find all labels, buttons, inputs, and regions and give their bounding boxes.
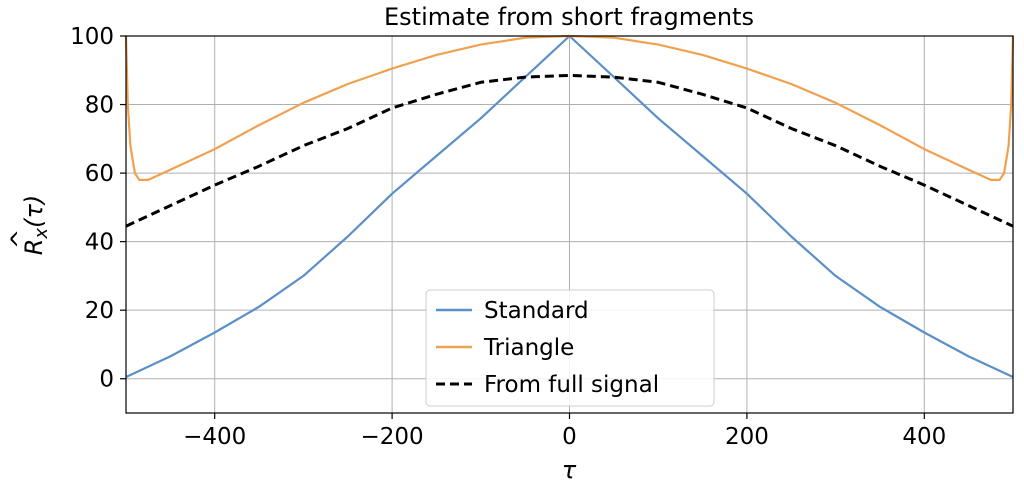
y-tick-label: 100 xyxy=(70,24,114,50)
y-tick-label: 80 xyxy=(85,93,114,119)
legend-box xyxy=(425,289,715,407)
y-tick-label: 20 xyxy=(85,298,114,324)
y-tick-label: 40 xyxy=(85,230,114,256)
y-axis-label-arg: (τ) xyxy=(20,195,48,228)
chart-title: Estimate from short fragments xyxy=(384,3,754,31)
series-from-full-signal-line xyxy=(125,73,1014,228)
x-tick-label: 400 xyxy=(902,424,946,450)
y-tick-label: 0 xyxy=(99,367,114,393)
y-axis-label-hat: ^ xyxy=(6,229,34,249)
x-tick-label: −400 xyxy=(183,424,246,450)
svg-text:Rx(τ): Rx(τ) xyxy=(20,195,52,256)
x-axis-label: τ xyxy=(562,456,577,484)
y-tick-label: 60 xyxy=(85,161,114,187)
x-tick-label: −200 xyxy=(361,424,424,450)
y-axis-label-base: R xyxy=(20,239,48,256)
x-tick-label: 0 xyxy=(562,424,577,450)
legend-label-standard: Standard xyxy=(484,298,589,324)
legend-label-from-full-signal: From full signal xyxy=(484,372,659,398)
y-axis-label-sub: x xyxy=(31,228,52,240)
legend: Standard Triangle From full signal xyxy=(425,289,715,407)
legend-label-triangle: Triangle xyxy=(483,335,574,361)
x-tick-label: 200 xyxy=(725,424,769,450)
y-axis-label: Rx(τ) ^ xyxy=(6,195,52,256)
ticks: −400 −200 0 200 400 0 20 40 60 80 100 xyxy=(70,24,946,450)
